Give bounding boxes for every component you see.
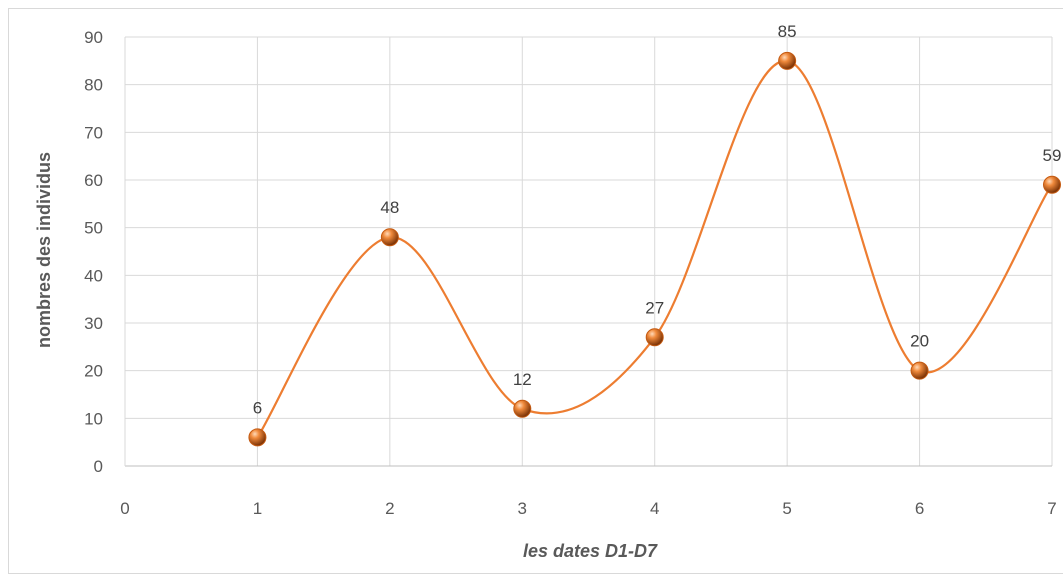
data-points [248, 51, 1061, 447]
gridlines [125, 36, 1053, 466]
x-tick-label: 2 [385, 499, 394, 518]
y-tick-label: 20 [84, 362, 103, 381]
x-tick-label: 5 [782, 499, 791, 518]
y-tick-label: 10 [84, 409, 103, 428]
data-labels: 6 48 12 27 85 20 59 [253, 22, 1062, 418]
data-label: 48 [380, 198, 399, 217]
data-label: 12 [513, 370, 532, 389]
data-point [645, 328, 664, 347]
y-tick-label: 30 [84, 314, 103, 333]
x-axis-title: les dates D1-D7 [523, 541, 658, 561]
data-label: 6 [253, 398, 262, 417]
y-tick-label: 0 [94, 457, 103, 476]
x-tick-label: 6 [915, 499, 924, 518]
data-label: 20 [910, 332, 929, 351]
y-tick-label: 80 [84, 76, 103, 95]
y-tick-label: 60 [84, 171, 103, 190]
data-point [380, 228, 399, 247]
data-point [910, 361, 929, 380]
y-tick-label: 50 [84, 219, 103, 238]
chart-frame [8, 8, 1063, 574]
data-point [513, 399, 532, 418]
x-tick-label: 4 [650, 499, 659, 518]
y-tick-label: 70 [84, 123, 103, 142]
y-tick-label: 40 [84, 266, 103, 285]
x-tick-label: 0 [120, 499, 129, 518]
x-tick-label: 1 [253, 499, 262, 518]
data-point [1043, 175, 1061, 194]
data-label: 59 [1043, 146, 1062, 165]
data-label: 85 [778, 22, 797, 41]
y-tick-label: 90 [84, 28, 103, 47]
data-label: 27 [645, 298, 664, 317]
data-point [778, 51, 797, 70]
x-tick-label: 3 [518, 499, 527, 518]
y-axis-title: nombres des individus [34, 152, 54, 348]
data-point [248, 428, 267, 447]
x-tick-label: 7 [1047, 499, 1056, 518]
